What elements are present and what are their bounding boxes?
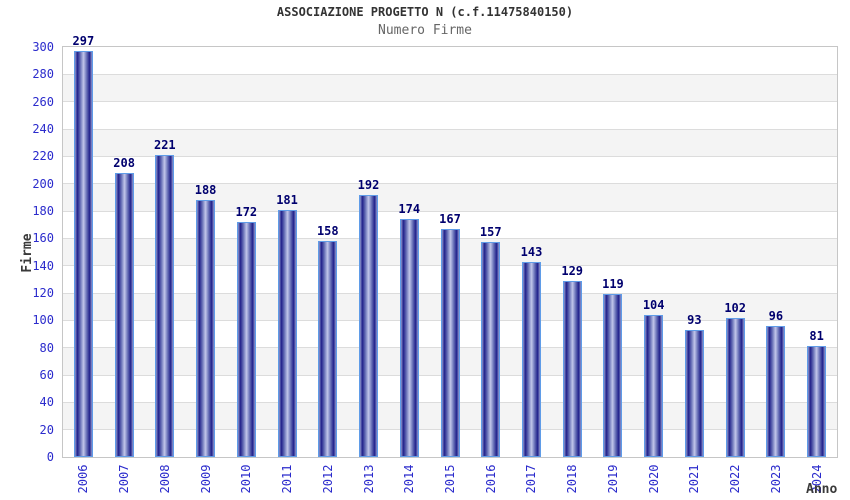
bar-value-2020: 104: [642, 297, 665, 312]
x-tick-2008: 2008: [157, 464, 172, 494]
bar-value-2017: 143: [520, 244, 543, 259]
bar-value-2024: 81: [809, 329, 824, 344]
gridline-280: [63, 73, 837, 75]
chart-subtitle: Numero Firme: [378, 23, 472, 38]
x-tick-2012: 2012: [320, 464, 335, 494]
y-tick-280: 280: [32, 67, 54, 82]
bar-2014: [399, 219, 419, 457]
bar-2006: [73, 51, 93, 457]
bar-value-2018: 129: [561, 263, 584, 278]
x-tick-2010: 2010: [239, 464, 254, 494]
bar-2008: [155, 154, 175, 457]
y-tick-20: 20: [39, 422, 54, 437]
y-tick-100: 100: [32, 313, 54, 328]
x-tick-2020: 2020: [646, 464, 661, 494]
y-tick-120: 120: [32, 286, 54, 300]
x-tick-2022: 2022: [728, 464, 743, 494]
x-tick-2006: 2006: [76, 464, 91, 494]
bar-value-2012: 158: [316, 224, 339, 239]
bar-value-2007: 208: [113, 155, 135, 170]
chart-title: ASSOCIAZIONE PROGETTO N (c.f.11475840150…: [276, 5, 574, 19]
bar-2023: [766, 325, 786, 457]
bar-value-2011: 181: [276, 192, 298, 207]
bar-2012: [318, 241, 338, 457]
bar-value-2015: 167: [439, 211, 461, 226]
x-tick-2013: 2013: [361, 464, 376, 494]
bar-2016: [481, 242, 501, 457]
y-tick-80: 80: [39, 340, 54, 355]
bar-2021: [684, 329, 704, 457]
gridline-200: [63, 183, 837, 185]
bar-value-2016: 157: [479, 225, 502, 240]
bar-2020: [644, 314, 664, 457]
bar-value-2013: 192: [357, 177, 380, 192]
bar-value-2008: 221: [153, 137, 176, 152]
y-tick-180: 180: [32, 204, 54, 218]
bar-2007: [114, 172, 134, 457]
x-tick-2021: 2021: [687, 464, 702, 494]
bar-value-2019: 119: [602, 277, 624, 292]
y-tick-160: 160: [32, 231, 54, 246]
x-tick-2019: 2019: [605, 464, 620, 494]
bar-2022: [725, 317, 745, 457]
bar-value-2010: 172: [235, 204, 258, 219]
x-axis-title: Anno: [806, 482, 838, 497]
x-tick-2023: 2023: [768, 464, 783, 494]
gridline-240: [63, 128, 837, 130]
bar-value-2022: 102: [724, 300, 746, 315]
y-tick-140: 140: [32, 258, 54, 273]
x-tick-2007: 2007: [117, 464, 132, 494]
bar-2013: [359, 194, 379, 457]
bar-value-2009: 188: [194, 183, 217, 198]
y-tick-200: 200: [32, 176, 54, 191]
y-tick-40: 40: [39, 395, 54, 410]
bar-2009: [196, 200, 216, 457]
gridline-220: [63, 155, 837, 157]
bar-2015: [440, 228, 460, 457]
bar-2024: [807, 346, 827, 457]
x-tick-2009: 2009: [198, 464, 213, 494]
gridline-180: [63, 210, 837, 212]
y-axis-title: Firme: [20, 233, 35, 273]
y-tick-300: 300: [32, 40, 54, 54]
y-tick-60: 60: [39, 368, 54, 382]
y-tick-260: 260: [32, 94, 54, 109]
bar-2017: [521, 261, 541, 457]
y-tick-0: 0: [46, 450, 54, 464]
y-tick-240: 240: [32, 122, 54, 136]
x-tick-2016: 2016: [483, 464, 498, 494]
x-tick-2011: 2011: [280, 464, 295, 494]
bar-2018: [562, 280, 582, 457]
bar-2011: [277, 209, 297, 457]
x-tick-2015: 2015: [443, 464, 457, 494]
bar-2010: [236, 221, 256, 457]
bar-value-2023: 96: [768, 308, 784, 323]
bar-2019: [603, 294, 623, 457]
gridline-260: [63, 101, 837, 103]
y-tick-220: 220: [32, 149, 54, 164]
bar-value-2014: 174: [398, 202, 421, 217]
x-tick-2018: 2018: [565, 464, 580, 494]
x-tick-2017: 2017: [524, 464, 539, 494]
plot-area: 297 208 221 188 172 181 158 192 174 167 157 143 129 1…: [62, 34, 838, 458]
bar-value-2021: 93: [687, 312, 702, 327]
x-tick-2014: 2014: [402, 464, 417, 494]
bar-value-2006: 297: [72, 34, 95, 49]
